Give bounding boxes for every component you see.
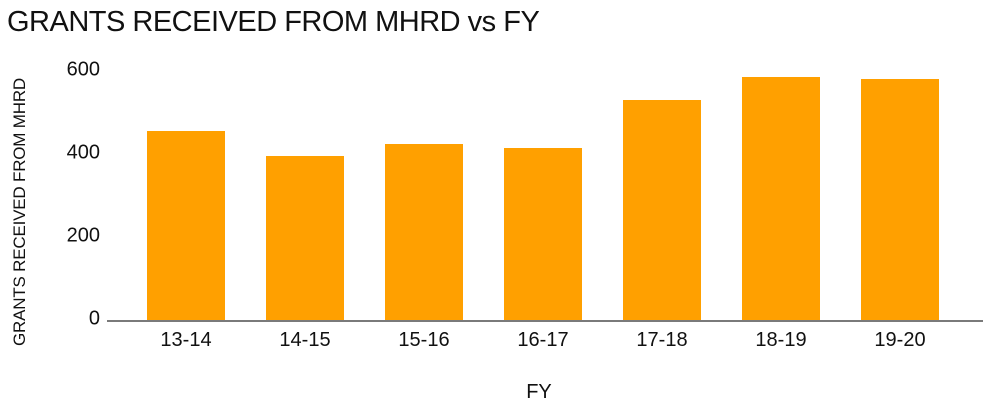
chart-title: GRANTS RECEIVED FROM MHRD vs FY — [7, 6, 540, 38]
y-tick-0: 0 — [88, 307, 100, 330]
x-label-15-16: 15-16 — [398, 329, 450, 351]
plot-area — [107, 71, 983, 322]
x-label-14-15: 14-15 — [279, 329, 331, 351]
x-label-16-17: 16-17 — [517, 329, 569, 351]
x-axis-title: FY — [526, 381, 552, 403]
bar-18-19 — [742, 77, 820, 320]
x-label-19-20: 19-20 — [874, 329, 926, 351]
y-tick-200: 200 — [66, 224, 100, 247]
x-label-17-18: 17-18 — [636, 329, 688, 351]
bar-14-15 — [266, 156, 344, 320]
y-tick-600: 600 — [66, 58, 100, 81]
bar-15-16 — [385, 144, 463, 320]
x-label-18-19: 18-19 — [755, 329, 807, 351]
bar-17-18 — [623, 100, 701, 320]
x-label-13-14: 13-14 — [160, 329, 212, 351]
y-tick-400: 400 — [66, 141, 100, 164]
bar-16-17 — [504, 148, 582, 320]
bar-19-20 — [861, 79, 939, 320]
bar-13-14 — [147, 131, 225, 320]
